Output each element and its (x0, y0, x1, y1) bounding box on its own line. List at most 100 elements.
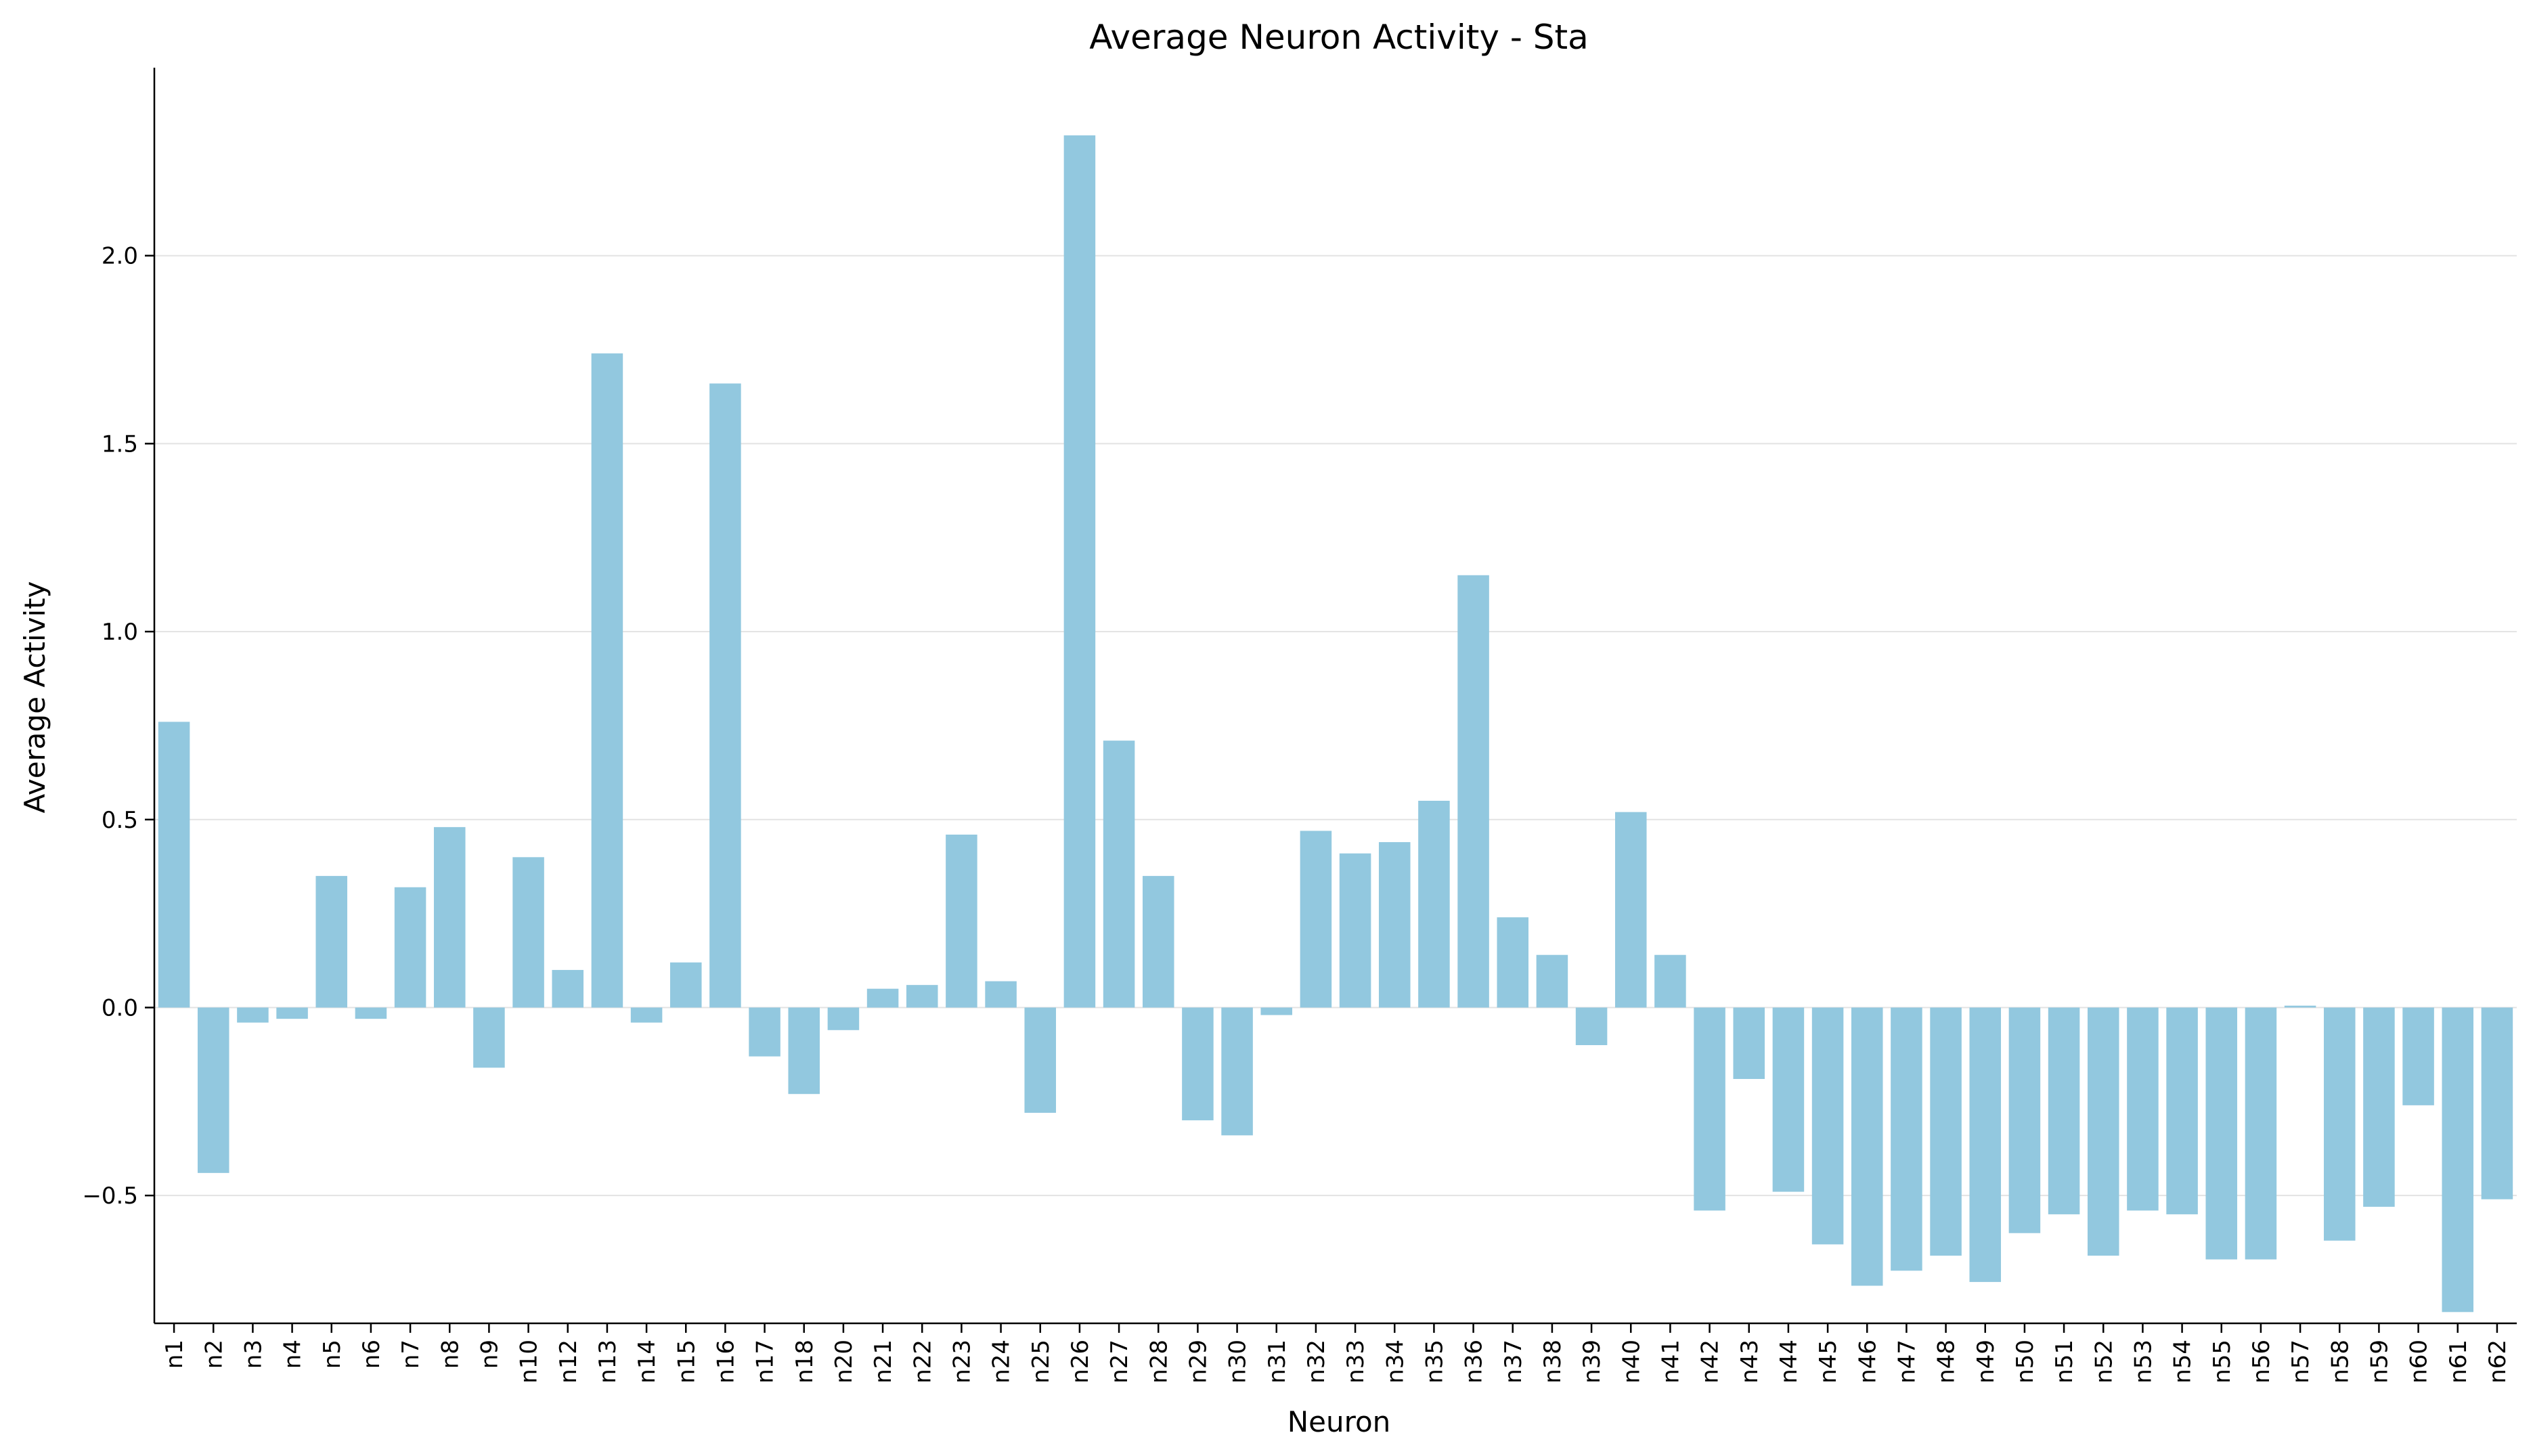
y-tick-label: 1.5 (102, 431, 138, 458)
x-tick-label: n35 (1421, 1340, 1448, 1384)
x-tick-label: n42 (1697, 1340, 1724, 1384)
x-tick-label: n12 (555, 1340, 582, 1384)
bar-n47 (1891, 1007, 1922, 1271)
bar-n53 (2127, 1007, 2159, 1211)
bar-n40 (1614, 812, 1647, 1008)
bar-n21 (866, 988, 899, 1008)
x-tick-label: n38 (1539, 1340, 1566, 1384)
bar-n15 (669, 962, 702, 1008)
y-tick-label: 1.0 (102, 619, 138, 646)
bar-n55 (2205, 1007, 2238, 1260)
x-tick-label: n58 (2327, 1340, 2354, 1384)
bar-n56 (2245, 1007, 2277, 1260)
x-tick-label: n24 (988, 1340, 1015, 1384)
x-tick-label: n1 (161, 1340, 188, 1369)
x-tick-label: n54 (2169, 1340, 2197, 1384)
x-tick-label: n50 (2012, 1340, 2039, 1384)
bar-n27 (1103, 741, 1135, 1008)
x-tick-label: n37 (1500, 1340, 1527, 1384)
bar-n57 (2284, 1005, 2316, 1008)
x-tick-label: n46 (1854, 1340, 1881, 1384)
x-tick-label: n7 (397, 1340, 424, 1369)
x-tick-label: n10 (516, 1340, 543, 1384)
bar-n13 (591, 353, 623, 1008)
bar-n18 (788, 1007, 820, 1095)
bar-n49 (1969, 1007, 2002, 1282)
x-tick-label: n20 (831, 1340, 858, 1384)
x-tick-label: n25 (1028, 1340, 1055, 1384)
bar-n59 (2363, 1007, 2395, 1207)
x-tick-label: n6 (358, 1340, 385, 1369)
x-tick-label: n39 (1579, 1340, 1606, 1384)
x-tick-label: n27 (1106, 1340, 1133, 1384)
x-tick-label: n57 (2287, 1340, 2314, 1384)
bar-n43 (1733, 1007, 1765, 1079)
x-tick-label: n21 (870, 1340, 897, 1384)
x-tick-label: n16 (712, 1340, 739, 1384)
bar-n38 (1536, 954, 1568, 1008)
grid-lines (154, 255, 2517, 1197)
x-tick-label: n30 (1225, 1340, 1252, 1384)
x-tick-label: n9 (476, 1340, 503, 1369)
bar-n16 (709, 383, 741, 1008)
bar-n5 (315, 876, 348, 1008)
bar-n20 (827, 1007, 860, 1030)
x-tick-label: n47 (1893, 1340, 1920, 1384)
bar-n61 (2442, 1007, 2474, 1312)
bar-n14 (630, 1007, 663, 1023)
x-tick-label: n15 (673, 1340, 700, 1384)
x-axis-label: Neuron (1287, 1405, 1391, 1438)
bar-n17 (749, 1007, 780, 1057)
x-tick-label: n22 (909, 1340, 936, 1384)
y-tick-label: 0.5 (102, 807, 138, 834)
bar-n44 (1772, 1007, 1805, 1192)
x-tick-label: n18 (791, 1340, 818, 1384)
x-tick-label: n40 (1618, 1340, 1645, 1384)
x-tick-label: n55 (2209, 1340, 2236, 1384)
y-tick-label: 2.0 (102, 243, 138, 270)
bar-n1 (158, 722, 190, 1008)
x-tick-label: n60 (2406, 1340, 2433, 1384)
x-tick-label: n34 (1382, 1340, 1409, 1384)
bar-n26 (1063, 135, 1096, 1008)
bar-n10 (512, 857, 544, 1008)
bars (158, 135, 2513, 1312)
bar-n46 (1851, 1007, 1883, 1286)
x-tick-label: n59 (2366, 1340, 2393, 1384)
x-tick-label: n26 (1067, 1340, 1094, 1384)
x-tick-label: n53 (2130, 1340, 2157, 1384)
x-tick-label: n41 (1657, 1340, 1684, 1384)
bar-n23 (946, 834, 977, 1008)
bar-n9 (473, 1007, 505, 1068)
bar-n51 (2048, 1007, 2080, 1214)
bar-n22 (906, 985, 938, 1008)
bar-n36 (1457, 575, 1489, 1008)
bar-n34 (1378, 842, 1411, 1008)
bar-n60 (2402, 1007, 2434, 1105)
bar-n31 (1260, 1007, 1293, 1015)
x-tick-label: n36 (1461, 1340, 1488, 1384)
x-tick-label: n28 (1145, 1340, 1172, 1384)
bar-n41 (1654, 954, 1686, 1008)
x-tick-label: n2 (200, 1340, 227, 1369)
x-tick-label: n32 (1303, 1340, 1330, 1384)
y-axis-label: Average Activity (18, 581, 51, 814)
bar-n24 (985, 981, 1017, 1008)
x-tick-label: n33 (1342, 1340, 1369, 1384)
x-tick-label: n48 (1933, 1340, 1960, 1384)
bar-n4 (276, 1007, 308, 1019)
x-tick-label: n3 (240, 1340, 267, 1369)
x-tick-label: n13 (594, 1340, 621, 1384)
bar-n32 (1300, 831, 1332, 1008)
axes (153, 68, 2517, 1325)
x-ticks: n1 n2 n3 n4 n5 n6 n7 n8 n9 n10 n12 n13 n14 n15 n16 n17 n… (161, 1323, 2511, 1384)
y-tick-label: −0.5 (82, 1183, 138, 1210)
bar-n28 (1142, 876, 1174, 1008)
x-tick-label: n17 (752, 1340, 779, 1384)
bar-n37 (1497, 917, 1529, 1008)
x-tick-label: n43 (1736, 1340, 1763, 1384)
bar-n8 (433, 826, 466, 1008)
x-tick-label: n61 (2445, 1340, 2472, 1384)
bar-n54 (2166, 1007, 2198, 1214)
